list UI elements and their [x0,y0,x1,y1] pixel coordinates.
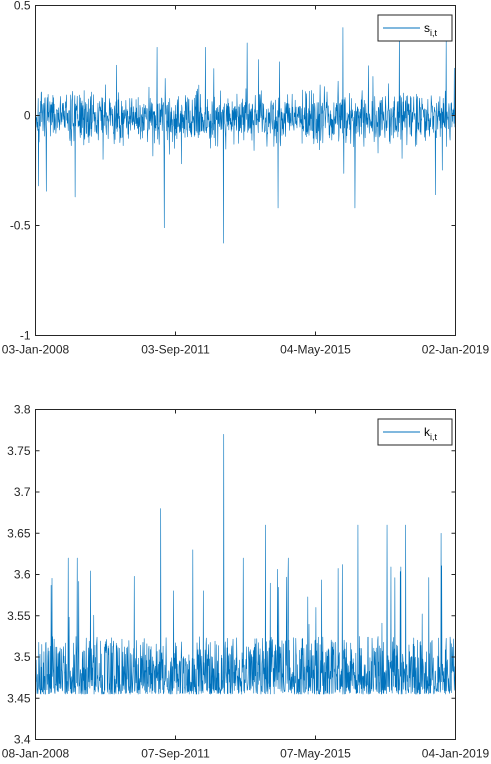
y-tick-label: 3.4 [14,733,31,747]
x-tick-label: 03-Jan-2008 [2,343,70,357]
y-axis: 3.8 3.75 3.7 3.65 3.6 3.55 3.5 3.45 3.4 [7,403,456,747]
y-tick-label: -0.5 [10,219,31,233]
legend-label: si,t [424,21,438,38]
axes-box [35,5,456,336]
x-tick-label: 04-May-2015 [280,343,351,357]
y-axis: 0.5 0 -0.5 -1 [10,0,456,343]
series-line-path [35,433,456,695]
plot-area [35,5,456,336]
y-tick-label: 3.65 [7,526,31,540]
series-line [35,27,456,301]
y-tick-label: 3.8 [14,403,31,417]
x-tick-label: 08-Jan-2008 [2,747,70,761]
x-tick-label: 02-Jan-2019 [422,343,490,357]
y-tick-label: 3.6 [14,568,31,582]
chart-panel-bottom: 3.8 3.75 3.7 3.65 3.6 3.55 3.5 3.45 3.4 08-Jan-2… [2,403,490,761]
x-axis: 08-Jan-2008 07-Sep-2011 07-May-2015 04-Jan-… [2,409,490,761]
series-line-path [35,27,456,301]
x-tick-label: 04-Jan-2019 [422,747,490,761]
y-tick-label: 3.45 [7,691,31,705]
y-tick-label: -1 [20,329,31,343]
legend: si,t [377,14,453,42]
legend-label-base: k [424,425,431,439]
y-tick-label: 0 [24,109,31,123]
legend: ki,t [377,418,453,446]
legend-label: ki,t [424,425,438,442]
legend-label-base: s [424,21,430,35]
chart-panel-top: 0.5 0 -0.5 -1 03-Jan-2008 03-Sep-2011 04-May-… [2,0,490,357]
y-tick-label: 0.5 [14,0,31,13]
x-axis: 03-Jan-2008 03-Sep-2011 04-May-2015 02-Jan-… [2,5,490,357]
y-tick-label: 3.7 [14,485,31,499]
x-tick-label: 03-Sep-2011 [141,343,210,357]
legend-label-subscript: i,t [430,28,438,38]
legend-box [377,418,453,446]
y-tick-label: 3.5 [14,650,31,664]
y-tick-label: 3.75 [7,444,31,458]
series-line [35,433,456,695]
legend-label-subscript: i,t [430,432,438,442]
x-tick-label: 07-May-2015 [280,747,351,761]
x-tick-label: 07-Sep-2011 [141,747,210,761]
y-tick-label: 3.55 [7,609,31,623]
